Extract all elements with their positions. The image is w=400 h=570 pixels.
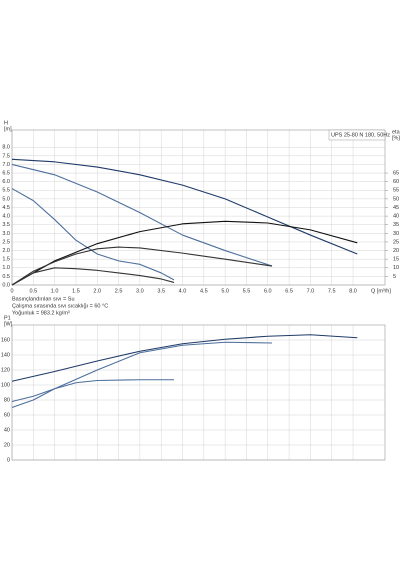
y2-tick-label: 25 xyxy=(393,239,399,245)
y-tick-label: 8.0 xyxy=(2,145,10,151)
y-axis-label: P1 xyxy=(4,315,11,321)
y2-tick-label: 15 xyxy=(393,257,399,263)
y-tick-label: 160 xyxy=(1,337,10,343)
y2-tick-label: 65 xyxy=(393,171,399,177)
y-axis-label: H xyxy=(4,120,8,126)
x-tick-label: 6.5 xyxy=(285,288,293,294)
x-tick-label: 1.5 xyxy=(72,288,80,294)
chart-title: UPS 25-80 N 180, 50Hz xyxy=(331,132,390,138)
y-tick-label: 80 xyxy=(4,397,10,403)
y-tick-label: 60 xyxy=(4,412,10,418)
y-tick-label: 4.0 xyxy=(2,214,10,220)
y2-tick-label: 60 xyxy=(393,179,399,185)
y2-tick-label: 40 xyxy=(393,214,399,220)
x-tick-label: 1.0 xyxy=(51,288,59,294)
annotation: Yoğunluk = 983.2 kg/m³ xyxy=(12,310,70,316)
y-tick-label: 100 xyxy=(1,382,10,388)
y2-tick-label: 30 xyxy=(393,231,399,237)
x-tick-label: 6.0 xyxy=(264,288,272,294)
y2-tick-label: 10 xyxy=(393,265,399,271)
x-tick-label: 8.0 xyxy=(349,288,357,294)
curve xyxy=(11,163,273,267)
y2-tick-label: 50 xyxy=(393,196,399,202)
curve xyxy=(11,267,175,286)
x-tick-label: 0 xyxy=(10,288,13,294)
x-tick-label: 4.0 xyxy=(179,288,187,294)
curve xyxy=(11,334,358,382)
annotation: Basınçlandırılan sıvı = Su xyxy=(12,296,75,302)
y2-tick-label: 45 xyxy=(393,205,399,211)
y-tick-label: 20 xyxy=(4,442,10,448)
y-tick-label: 40 xyxy=(4,427,10,433)
curve xyxy=(11,220,358,286)
y-axis-label: [W] xyxy=(4,321,13,327)
x-tick-label: 5.5 xyxy=(243,288,251,294)
curve xyxy=(11,188,175,281)
x-tick-label: 2.0 xyxy=(93,288,101,294)
y-tick-label: 2.0 xyxy=(2,248,10,254)
curve xyxy=(11,246,273,286)
y-tick-label: 0.5 xyxy=(2,274,10,280)
x-tick-label: 7.0 xyxy=(307,288,315,294)
y2-tick-label: 55 xyxy=(393,188,399,194)
y2-tick-label: 5 xyxy=(393,274,396,280)
plot-frame xyxy=(11,324,386,461)
y-axis-label: [m] xyxy=(4,126,12,132)
y2-axis-label: eta xyxy=(392,129,400,135)
x-tick-label: 3.0 xyxy=(136,288,144,294)
plot-frame xyxy=(11,129,386,286)
y2-tick-label: 20 xyxy=(393,248,399,254)
y-tick-label: 1.5 xyxy=(2,257,10,263)
x-tick-label: 3.5 xyxy=(157,288,165,294)
y-tick-label: 0.0 xyxy=(2,282,10,288)
y-tick-label: 2.5 xyxy=(2,239,10,245)
y-tick-label: 6.5 xyxy=(2,171,10,177)
y-tick-label: 7.0 xyxy=(2,162,10,168)
x-axis-label: Q [m³/h] xyxy=(371,288,391,294)
curve xyxy=(11,379,174,409)
y-tick-label: 1.0 xyxy=(2,265,10,271)
y-tick-label: 5.5 xyxy=(2,188,10,194)
y-tick-label: 4.5 xyxy=(2,205,10,211)
x-tick-label: 0.5 xyxy=(29,288,37,294)
x-tick-label: 2.5 xyxy=(115,288,123,294)
curve xyxy=(11,341,273,403)
x-tick-label: 5.0 xyxy=(221,288,229,294)
y2-axis-label: [%] xyxy=(392,135,400,141)
curve xyxy=(11,158,358,255)
x-tick-label: 7.5 xyxy=(328,288,336,294)
y-tick-label: 0 xyxy=(7,457,10,463)
x-tick-label: 4.5 xyxy=(200,288,208,294)
y2-tick-label: 35 xyxy=(393,222,399,228)
annotation: Çalışma sırasında sıvı sıcaklığı = 60 °C xyxy=(12,303,108,309)
y-tick-label: 120 xyxy=(1,367,10,373)
y-tick-label: 6.0 xyxy=(2,179,10,185)
title-box xyxy=(328,129,386,141)
y-tick-label: 5.0 xyxy=(2,196,10,202)
y-tick-label: 3.5 xyxy=(2,222,10,228)
y-tick-label: 3.0 xyxy=(2,231,10,237)
y-tick-label: 140 xyxy=(1,352,10,358)
y-tick-label: 7.5 xyxy=(2,153,10,159)
